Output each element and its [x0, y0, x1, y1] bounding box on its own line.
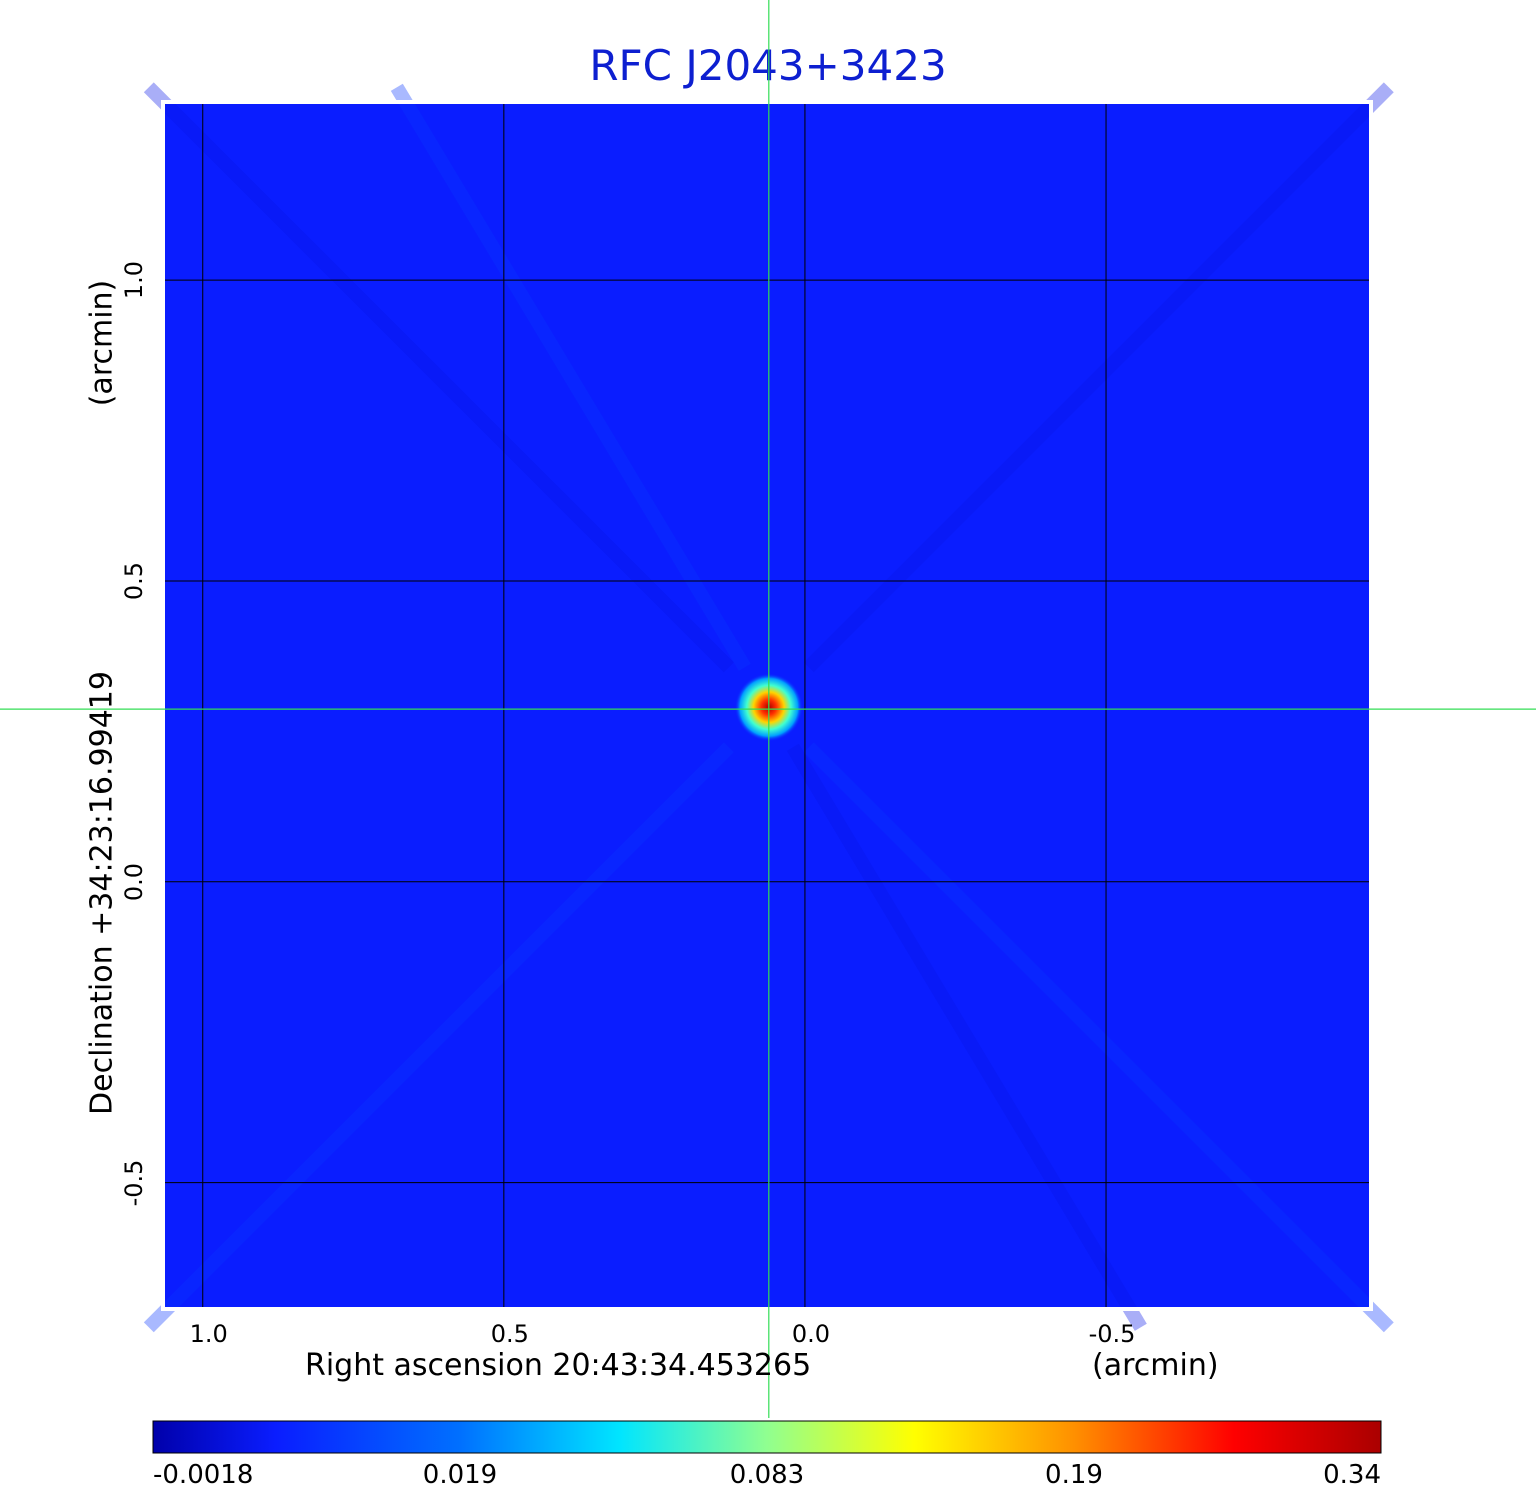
x-tick-label: 0.5 [490, 1320, 529, 1348]
y-tick-label: -0.5 [120, 1159, 148, 1207]
colorbar-tick-label: -0.0018 [153, 1460, 254, 1490]
noise-streak [143, 742, 734, 1333]
noise-streak [390, 83, 751, 671]
colorbar-tick-label: 0.19 [1045, 1460, 1103, 1490]
y-tick-label: 0.5 [120, 561, 148, 601]
noise-streak [143, 82, 734, 673]
colorbar-tick-label: 0.083 [729, 1460, 805, 1490]
noise-streaks [143, 82, 1394, 1333]
plot-frame [161, 100, 1373, 1311]
x-tick-label: 1.0 [189, 1320, 228, 1348]
y-tick-label: 0.0 [120, 862, 148, 901]
y-axis-label: Declination +34:23:16.99419 [84, 671, 120, 1115]
x-axis-label: Right ascension 20:43:34.453265 [305, 1348, 812, 1383]
x-tick-label: 0.0 [791, 1320, 831, 1348]
noise-streak [803, 82, 1394, 673]
x-axis-unit: (arcmin) [1092, 1348, 1219, 1383]
noise-streak [786, 743, 1147, 1331]
colorbar-tick-label: 0.34 [1323, 1460, 1381, 1490]
x-tick-label: -0.5 [1088, 1320, 1136, 1348]
grid [163, 102, 1371, 1309]
noise-streak [803, 742, 1394, 1333]
y-axis-unit: (arcmin) [84, 279, 120, 407]
colorbar-tick-label: 0.019 [422, 1460, 498, 1490]
chart-title: RFC J2043+3423 [589, 41, 947, 90]
y-tick-label: 1.0 [120, 261, 148, 300]
colorbar [152, 1420, 1382, 1454]
